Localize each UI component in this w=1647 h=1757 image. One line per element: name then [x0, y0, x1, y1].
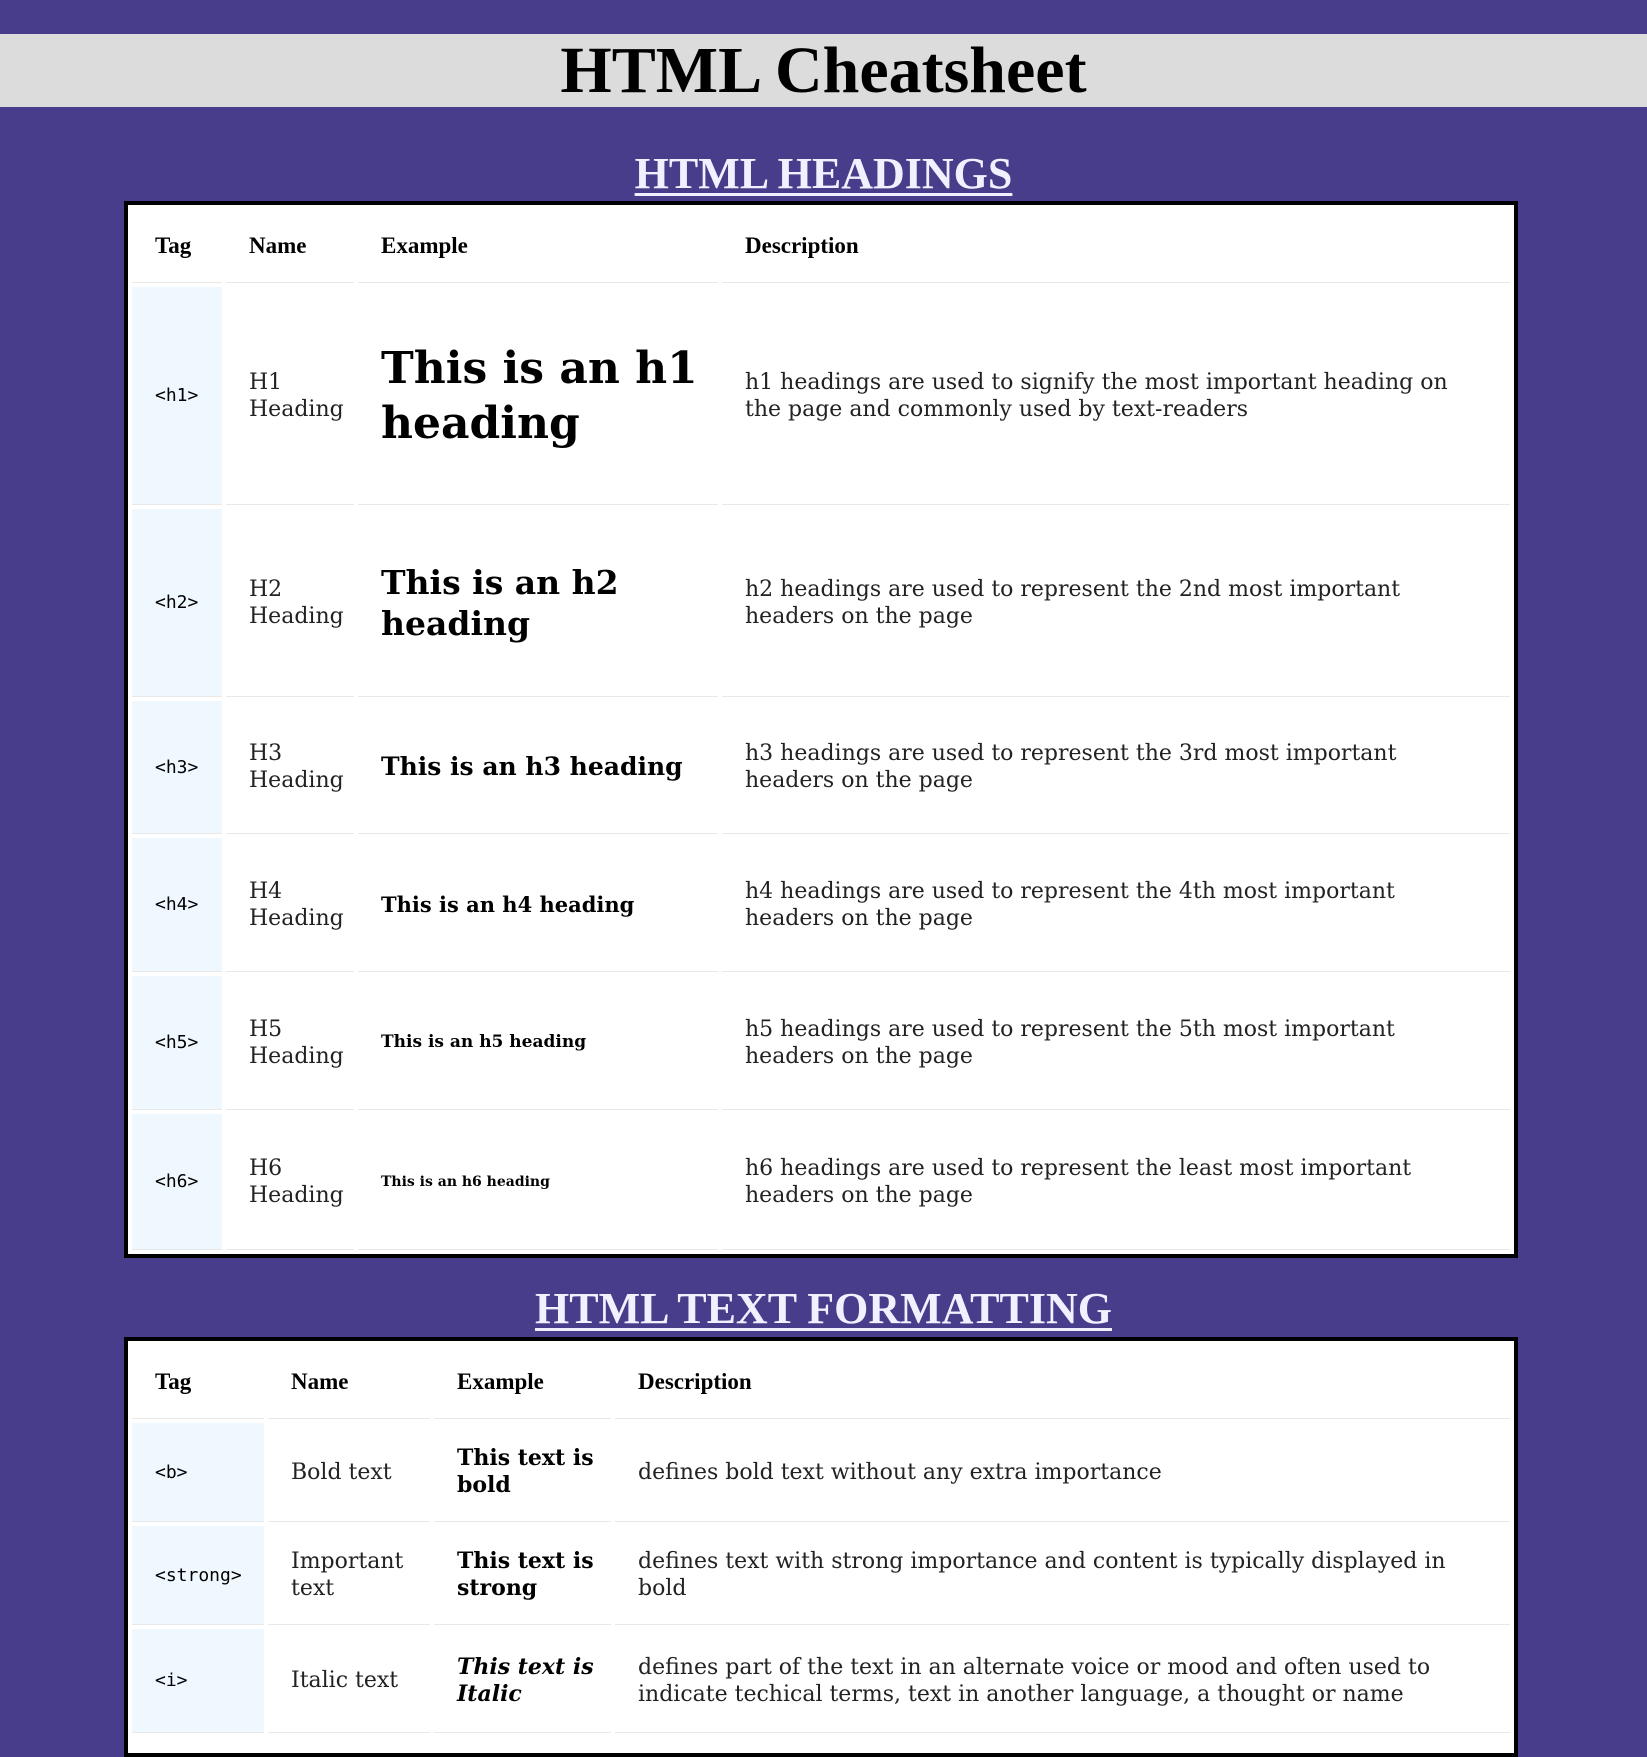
- example-cell: This is an h1 heading: [358, 287, 718, 505]
- example-cell: This is an h6 heading: [358, 1114, 718, 1250]
- name-cell: Important text: [268, 1526, 430, 1625]
- tag-cell: <h5>: [132, 976, 222, 1110]
- name-cell: H6 Heading: [226, 1114, 354, 1250]
- column-header-description: Description: [615, 1345, 1510, 1419]
- column-header-name: Name: [268, 1345, 430, 1419]
- table-header-row: Tag Name Example Description: [132, 1345, 1510, 1419]
- description-cell: h1 headings are used to signify the most…: [722, 287, 1510, 505]
- description-cell: h3 headings are used to represent the 3r…: [722, 701, 1510, 834]
- tag-cell: <h3>: [132, 701, 222, 834]
- name-cell: H2 Heading: [226, 509, 354, 697]
- table-row: <h3> H3 Heading This is an h3 heading h3…: [132, 701, 1510, 834]
- name-cell: H1 Heading: [226, 287, 354, 505]
- column-header-name: Name: [226, 209, 354, 283]
- name-cell: Italic text: [268, 1629, 430, 1733]
- tag-cell: <b>: [132, 1423, 264, 1522]
- description-cell: h2 headings are used to represent the 2n…: [722, 509, 1510, 697]
- table-header-row: Tag Name Example Description: [132, 209, 1510, 283]
- description-cell: defines part of the text in an alternate…: [615, 1629, 1510, 1733]
- table-row: <i> Italic text This text is Italic defi…: [132, 1629, 1510, 1733]
- formatting-table: Tag Name Example Description <b> Bold te…: [124, 1337, 1518, 1757]
- formatting-section-title: HTML TEXT FORMATTING: [535, 1284, 1112, 1333]
- description-cell: defines bold text without any extra impo…: [615, 1423, 1510, 1522]
- example-cell: This is an h4 heading: [358, 838, 718, 972]
- tag-cell: <h2>: [132, 509, 222, 697]
- column-header-example: Example: [434, 1345, 611, 1419]
- example-cell: This is an h5 heading: [358, 976, 718, 1110]
- table-row: <h1> H1 Heading This is an h1 heading h1…: [132, 287, 1510, 505]
- table-row: <h5> H5 Heading This is an h5 heading h5…: [132, 976, 1510, 1110]
- headings-table-grid: Tag Name Example Description <h1> H1 Hea…: [128, 205, 1514, 1254]
- formatting-table-grid: Tag Name Example Description <b> Bold te…: [128, 1341, 1514, 1737]
- name-cell: H5 Heading: [226, 976, 354, 1110]
- table-row: <strong> Important text This text is str…: [132, 1526, 1510, 1625]
- example-cell: This text is bold: [434, 1423, 611, 1522]
- headings-section-title: HTML HEADINGS: [634, 149, 1013, 198]
- tag-cell: <h4>: [132, 838, 222, 972]
- page-title: HTML Cheatsheet: [560, 34, 1087, 107]
- description-cell: defines text with strong importance and …: [615, 1526, 1510, 1625]
- description-cell: h5 headings are used to represent the 5t…: [722, 976, 1510, 1110]
- table-row: <b> Bold text This text is bold defines …: [132, 1423, 1510, 1522]
- headings-table: Tag Name Example Description <h1> H1 Hea…: [124, 201, 1518, 1258]
- example-cell: This text is strong: [434, 1526, 611, 1625]
- example-cell: This is an h2 heading: [358, 509, 718, 697]
- name-cell: Bold text: [268, 1423, 430, 1522]
- description-cell: h6 headings are used to represent the le…: [722, 1114, 1510, 1250]
- tag-cell: <h6>: [132, 1114, 222, 1250]
- table-row: <h6> H6 Heading This is an h6 heading h6…: [132, 1114, 1510, 1250]
- name-cell: H3 Heading: [226, 701, 354, 834]
- table-row: <h4> H4 Heading This is an h4 heading h4…: [132, 838, 1510, 972]
- table-row: <h2> H2 Heading This is an h2 heading h2…: [132, 509, 1510, 697]
- column-header-tag: Tag: [132, 209, 222, 283]
- name-cell: H4 Heading: [226, 838, 354, 972]
- example-cell: This is an h3 heading: [358, 701, 718, 834]
- column-header-tag: Tag: [132, 1345, 264, 1419]
- tag-cell: <i>: [132, 1629, 264, 1733]
- description-cell: h4 headings are used to represent the 4t…: [722, 838, 1510, 972]
- tag-cell: <h1>: [132, 287, 222, 505]
- column-header-example: Example: [358, 209, 718, 283]
- example-cell: This text is Italic: [434, 1629, 611, 1733]
- tag-cell: <strong>: [132, 1526, 264, 1625]
- title-bar: HTML Cheatsheet: [0, 34, 1647, 107]
- column-header-description: Description: [722, 209, 1510, 283]
